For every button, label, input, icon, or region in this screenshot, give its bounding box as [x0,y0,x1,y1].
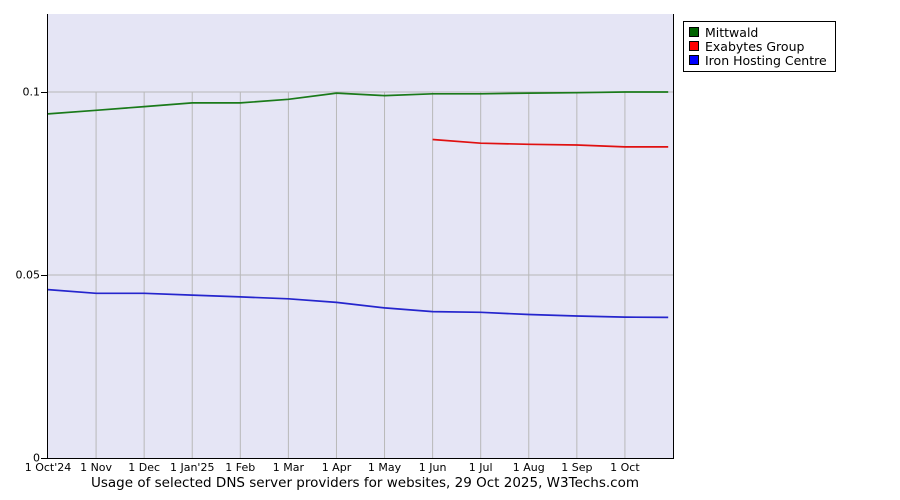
y-axis-tick-0.1 [41,91,48,93]
chart-lines-svg [48,91,673,458]
y-axis-tick-0 [41,458,48,459]
y-axis-label-0.1: 0.1 [22,85,41,99]
legend-item-iron-hosting-centre: Iron Hosting Centre [689,52,827,68]
legend-box: Mittwald Exabytes Group Iron Hosting Cen… [683,21,836,72]
x-axis-label-1-May: 1 May [367,461,402,474]
x-axis-label-1-Mar: 1 Mar [272,461,304,474]
legend-label-mittwald: Mittwald [705,24,759,40]
plot-area: 0 0.05 0.1 1 Oct'24 1 Nov 1 Dec 1 Jan'25 1 Feb 1… [16,14,674,474]
y-axis-label-0.05: 0.05 [15,268,41,282]
y-axis-tick-0.05 [41,274,48,276]
series-line-exabytes-group [432,138,669,148]
exabytes-group-color-swatch [689,41,699,51]
mittwald-color-swatch [689,27,699,37]
legend-item-mittwald: Mittwald [689,24,827,40]
iron-hosting-centre-color-swatch [689,55,699,65]
x-axis-label-1-Feb: 1 Feb [225,461,256,474]
x-axis-label-1-Jun: 1 Jun [418,461,447,474]
x-axis-label-1-Oct: 1 Oct [610,461,640,474]
x-axis-label-1-Apr: 1 Apr [321,461,352,474]
x-axis-label-1-Nov: 1 Nov [80,461,113,474]
series-line-iron-hosting-centre [48,288,669,319]
x-axis-label-1-Jul: 1 Jul [468,461,493,474]
chart-caption: Usage of selected DNS server providers f… [90,475,640,491]
legend-item-exabytes-group: Exabytes Group [689,38,827,54]
legend-label-exabytes-group: Exabytes Group [705,38,805,54]
legend-label-iron-hosting-centre: Iron Hosting Centre [705,52,827,68]
x-axis-label-1-Dec: 1 Dec [128,461,161,474]
x-axis-label-1-Aug: 1 Aug [512,461,545,474]
y-axis-label-0: 0 [33,451,40,465]
x-axis-label-1-Sep: 1 Sep [561,461,593,474]
x-axis-label-1-Jan'25: 1 Jan'25 [169,461,215,474]
x-axis-label-1-Oct'24: 1 Oct'24 [24,461,72,474]
series-line-mittwald [48,91,669,115]
